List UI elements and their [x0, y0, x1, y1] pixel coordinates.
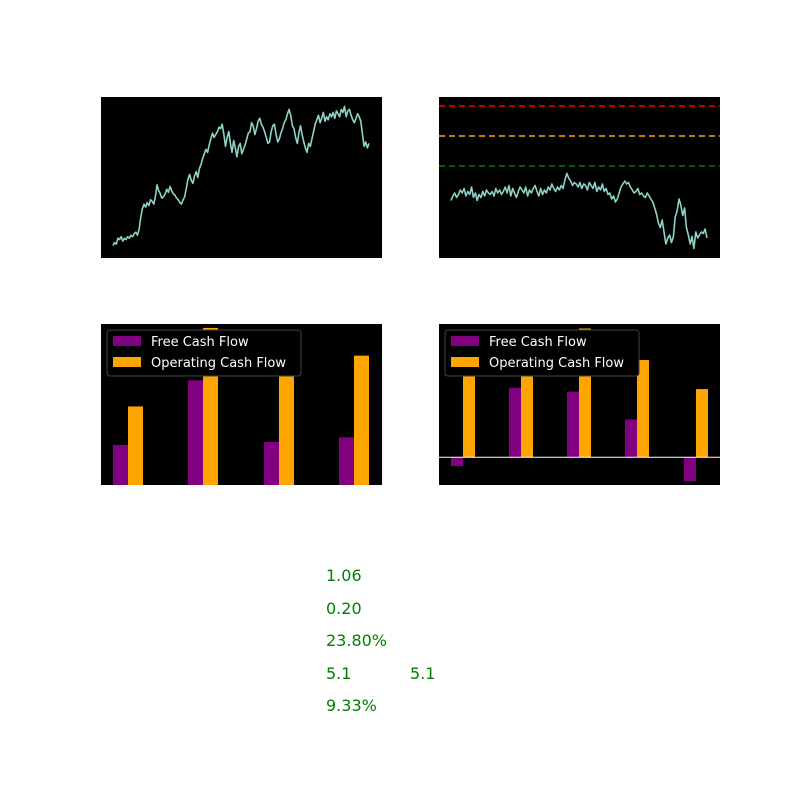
free-cash-flow-bar-3	[567, 391, 579, 458]
legend-swatch-free-cash-flow	[451, 336, 479, 346]
free-cash-flow-bar-4	[339, 437, 354, 485]
free-cash-flow-bar-5	[684, 457, 696, 482]
valuation-panel-background	[439, 97, 720, 258]
reference-lines	[439, 105, 720, 167]
cashflow-2-bars	[451, 328, 708, 482]
legend-frame	[106, 329, 302, 377]
operating-cash-flow-bar-1	[463, 368, 475, 458]
cashflow-1-bars	[113, 327, 369, 485]
legend-swatch-operating-cash-flow	[451, 357, 479, 367]
free-cash-flow-bar-1	[113, 444, 128, 485]
operating-cash-flow-bar-3	[279, 364, 294, 485]
operating-cash-flow-bar-5	[696, 389, 708, 458]
free-cash-flow-bar-1	[451, 457, 463, 467]
operating-cash-flow-bar-4	[637, 360, 649, 458]
cashflow-chart-2: Free Cash Flow Operating Cash Flow	[439, 324, 720, 485]
legend-label-free-cash-flow: Free Cash Flow	[489, 335, 587, 350]
legend-swatch-operating-cash-flow	[113, 357, 141, 367]
legend-frame	[444, 329, 640, 377]
legend: Free Cash Flow Operating Cash Flow	[444, 329, 640, 377]
free-cash-flow-bar-4	[625, 419, 637, 458]
free-cash-flow-bar-3	[264, 441, 279, 485]
legend-label-free-cash-flow: Free Cash Flow	[151, 335, 249, 350]
legend-swatch-free-cash-flow	[113, 336, 141, 346]
price-line	[112, 105, 370, 246]
price-panel-background	[101, 97, 382, 258]
free-cash-flow-bar-2	[188, 380, 203, 485]
cashflow-chart-1: Free Cash Flow Operating Cash Flow	[101, 324, 382, 485]
valuation-line	[450, 172, 708, 250]
free-cash-flow-bar-2	[509, 387, 521, 458]
price-chart	[101, 97, 382, 258]
operating-cash-flow-bar-1	[128, 406, 143, 485]
legend-label-operating-cash-flow: Operating Cash Flow	[489, 356, 624, 371]
legend-label-operating-cash-flow: Operating Cash Flow	[151, 356, 286, 371]
valuation-chart	[439, 97, 720, 258]
operating-cash-flow-bar-4	[354, 355, 369, 485]
legend: Free Cash Flow Operating Cash Flow	[106, 329, 302, 377]
